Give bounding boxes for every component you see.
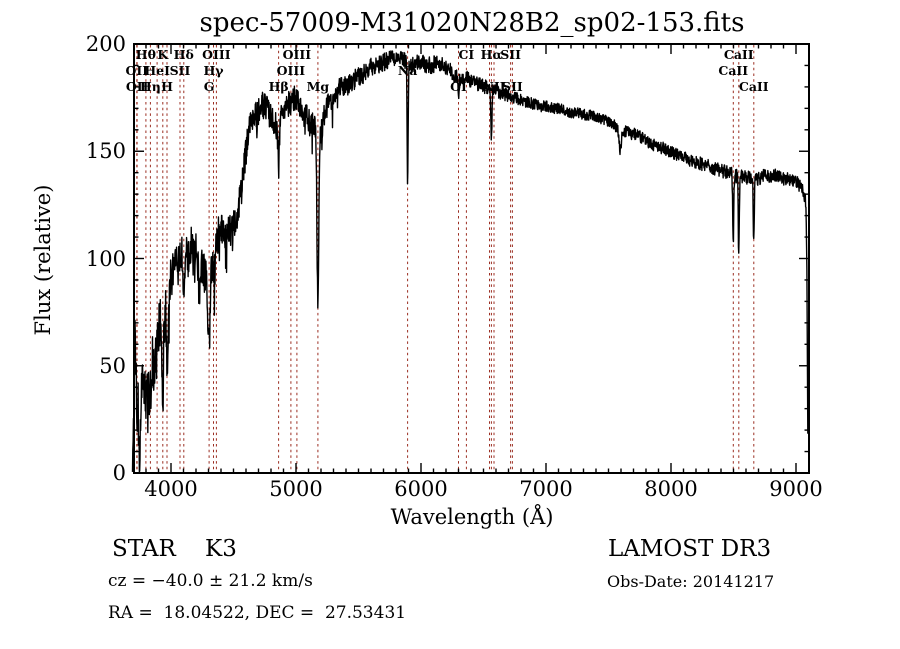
y-tick-label: 100 <box>85 246 126 271</box>
spectral-line-label: CI <box>458 47 475 62</box>
spectral-line-label: HeI <box>144 63 170 78</box>
x-tick-label: 8000 <box>644 477 698 501</box>
spectral-line-label: OI <box>450 79 467 94</box>
spectral-line-label: Hγ <box>203 63 224 78</box>
spectral-line-label: OII <box>125 63 149 78</box>
x-tick-label: 9000 <box>769 477 823 501</box>
survey-release-label: LAMOST DR3 <box>608 536 772 562</box>
x-tick-label: 7000 <box>519 477 573 501</box>
spectral-line-label: H <box>161 79 173 94</box>
spectral-line-label: G <box>203 79 215 94</box>
x-tick-label: 6000 <box>394 477 448 501</box>
spectral-line-label: OII <box>125 79 149 94</box>
y-tick-label: 200 <box>85 32 126 56</box>
spectral-line-label: Hη <box>139 79 161 94</box>
spectral-line-label: K <box>157 47 169 62</box>
spectral-line-label: Na <box>397 63 418 78</box>
ra-dec-value: RA = 18.04522, DEC = 27.53431 <box>108 603 407 623</box>
spectral-line-label: CaII <box>718 63 749 78</box>
spectral-line-label: Hδ <box>173 47 194 62</box>
y-tick-label: 0 <box>112 461 126 485</box>
spectral-line-label: Hα <box>480 47 503 62</box>
spectral-line-label: OIII <box>202 47 231 62</box>
spectral-line-label: OIII <box>282 47 312 62</box>
y-tick-label: 150 <box>85 139 126 164</box>
x-tick-label: 4000 <box>144 477 198 501</box>
plot-title: spec-57009-M31020N28B2_sp02-153.fits <box>199 8 745 38</box>
spectrum-trace <box>131 50 809 473</box>
spectral-line-label: SII <box>502 79 523 94</box>
x-axis-label: Wavelength (Å) <box>390 505 554 529</box>
obs-date: Obs-Date: 20141217 <box>607 572 775 591</box>
spectral-line-label: SII <box>500 47 521 62</box>
spectral-line-label: Mg <box>306 79 330 94</box>
spectral-line-label: CaII <box>723 47 754 62</box>
spectral-line-label: NII <box>482 79 506 94</box>
spectral-line-label: CaII <box>738 79 769 94</box>
spectral-line-label: OIII <box>276 63 306 78</box>
spectral-line-label: Hθ <box>135 47 156 62</box>
cz-value: cz = −40.0 ± 21.2 km/s <box>108 571 313 591</box>
classification-label: STAR K3 <box>112 536 237 562</box>
y-tick-label: 50 <box>99 353 126 378</box>
y-axis-label: Flux (relative) <box>31 184 55 336</box>
spectral-line-label: SII <box>169 63 191 78</box>
x-tick-label: 5000 <box>269 477 323 501</box>
spectral-line-label: Hβ <box>268 79 289 94</box>
plot-frame <box>133 43 810 474</box>
